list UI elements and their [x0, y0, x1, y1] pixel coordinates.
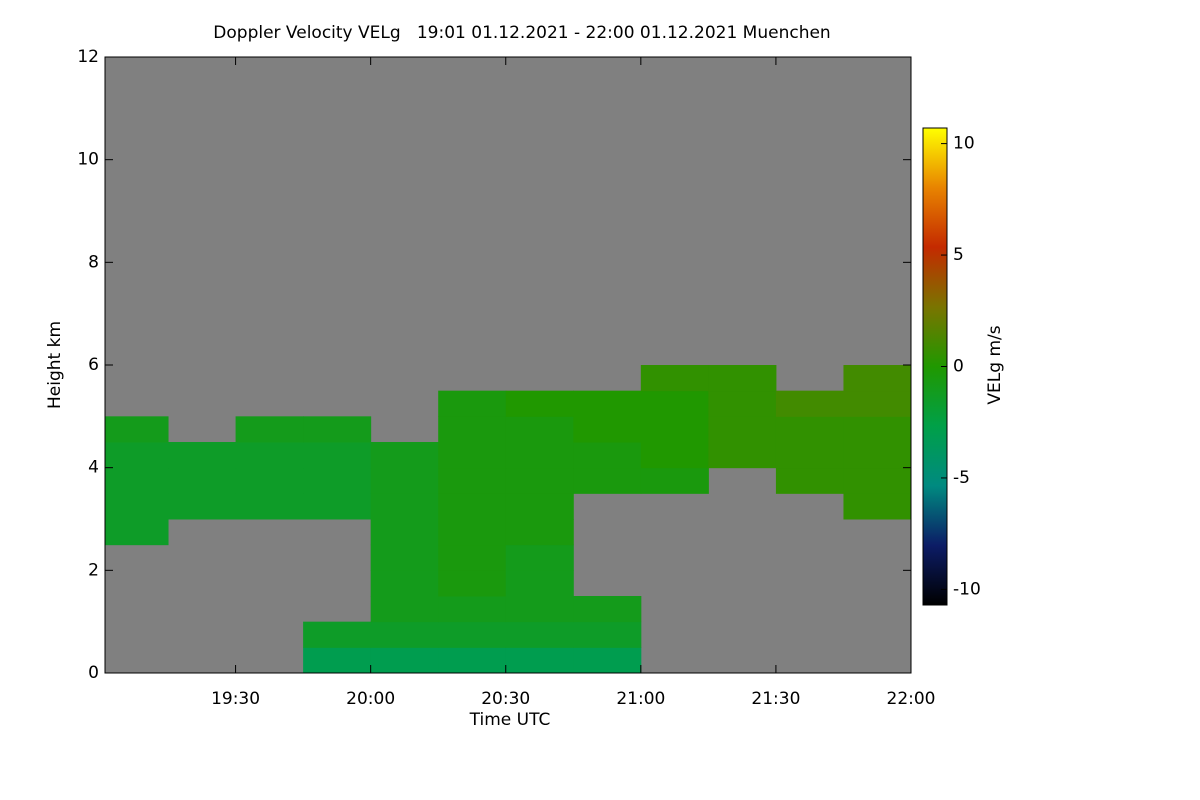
heatmap-cell — [775, 442, 844, 469]
heatmap-cell — [235, 493, 304, 520]
heatmap-cell — [370, 647, 439, 674]
x-tick-label: 21:00 — [616, 689, 665, 709]
heatmap-cell — [843, 467, 912, 494]
heatmap-cell — [438, 390, 507, 417]
heatmap-cell — [640, 365, 709, 392]
heatmap-cell — [573, 390, 642, 417]
heatmap-cell — [370, 570, 439, 597]
heatmap-cell — [505, 596, 574, 623]
heatmap-cell — [505, 390, 574, 417]
colorbar-tick-label: -5 — [953, 468, 970, 488]
heatmap-cell — [168, 442, 237, 469]
heatmap-cell — [168, 493, 237, 520]
heatmap-cell — [573, 416, 642, 443]
heatmap-cell — [105, 493, 169, 520]
heatmap-cell — [505, 519, 574, 546]
heatmap-cell — [708, 442, 777, 469]
y-tick-label: 12 — [77, 47, 99, 67]
y-tick-label: 0 — [88, 663, 99, 683]
heatmap-cell — [573, 596, 642, 623]
heatmap-cell — [370, 467, 439, 494]
heatmap-cell — [505, 416, 574, 443]
heatmap-cell — [168, 467, 237, 494]
heatmap-cell — [573, 467, 642, 494]
heatmap-cell — [303, 416, 372, 443]
heatmap-cell — [505, 621, 574, 648]
heatmap-cell — [235, 442, 304, 469]
heatmap-cell — [370, 621, 439, 648]
heatmap-cell — [303, 621, 372, 648]
colorbar-tick-label: 0 — [953, 357, 964, 377]
heatmap-cell — [438, 442, 507, 469]
heatmap-cell — [708, 390, 777, 417]
heatmap-cell — [775, 467, 844, 494]
heatmap-cell — [370, 544, 439, 571]
heatmap-cell — [640, 467, 709, 494]
colorbar-tick-label: -10 — [953, 579, 981, 599]
colorbar-tick-label: 5 — [953, 245, 964, 265]
heatmap-cell — [843, 493, 912, 520]
heatmap-cell — [370, 519, 439, 546]
heatmap-cell — [105, 467, 169, 494]
heatmap-cell — [843, 390, 912, 417]
heatmap-cell — [843, 365, 912, 392]
heatmap-cell — [303, 493, 372, 520]
heatmap-cell — [843, 416, 912, 443]
heatmap-cell — [505, 442, 574, 469]
heatmap-cell — [640, 416, 709, 443]
heatmap-cell — [573, 621, 642, 648]
heatmap-cell — [235, 416, 304, 443]
heatmap-cell — [303, 647, 372, 674]
heatmap-cell — [708, 365, 777, 392]
chart-title: Doppler Velocity VELg 19:01 01.12.2021 -… — [213, 23, 830, 43]
y-tick-label: 2 — [88, 560, 99, 580]
heatmap-cell — [505, 467, 574, 494]
heatmap-cell — [105, 519, 169, 546]
heatmap-cell — [505, 647, 574, 674]
x-axis-label: Time UTC — [469, 710, 551, 730]
heatmap-cell — [573, 442, 642, 469]
heatmap-cell — [438, 416, 507, 443]
heatmap-cell — [303, 442, 372, 469]
heatmap-cell — [573, 647, 642, 674]
heatmap-cell — [640, 390, 709, 417]
x-tick-label: 22:00 — [887, 689, 936, 709]
colorbar-label: VELg m/s — [985, 325, 1005, 404]
heatmap-cell — [843, 442, 912, 469]
heatmap-cell — [370, 493, 439, 520]
heatmap-cell — [505, 493, 574, 520]
heatmap-cell — [370, 442, 439, 469]
heatmap-cell — [105, 442, 169, 469]
colorbar-tick-label: 10 — [953, 134, 975, 154]
heatmap-cell — [438, 596, 507, 623]
x-tick-label: 19:30 — [211, 689, 260, 709]
heatmap-cell — [505, 570, 574, 597]
y-tick-label: 4 — [88, 458, 99, 478]
heatmap-cell — [438, 544, 507, 571]
heatmap-cell — [505, 544, 574, 571]
y-axis-label: Height km — [45, 321, 65, 409]
x-tick-label: 21:30 — [751, 689, 800, 709]
x-tick-label: 20:00 — [346, 689, 395, 709]
heatmap-cell — [438, 647, 507, 674]
heatmap-cell — [775, 416, 844, 443]
heatmap-cell — [303, 467, 372, 494]
y-tick-label: 10 — [77, 150, 99, 170]
heatmap-cell — [438, 467, 507, 494]
heatmap-cell — [640, 442, 709, 469]
heatmap-cell — [438, 570, 507, 597]
heatmap-cell — [438, 519, 507, 546]
heatmap-cell — [438, 621, 507, 648]
y-tick-label: 6 — [88, 355, 99, 375]
heatmap-cell — [105, 416, 169, 443]
heatmap-cell — [235, 467, 304, 494]
heatmap-cell — [438, 493, 507, 520]
x-tick-label: 20:30 — [481, 689, 530, 709]
heatmap-cell — [370, 596, 439, 623]
heatmap-cell — [775, 390, 844, 417]
heatmap-cell — [708, 416, 777, 443]
y-tick-label: 8 — [88, 252, 99, 272]
